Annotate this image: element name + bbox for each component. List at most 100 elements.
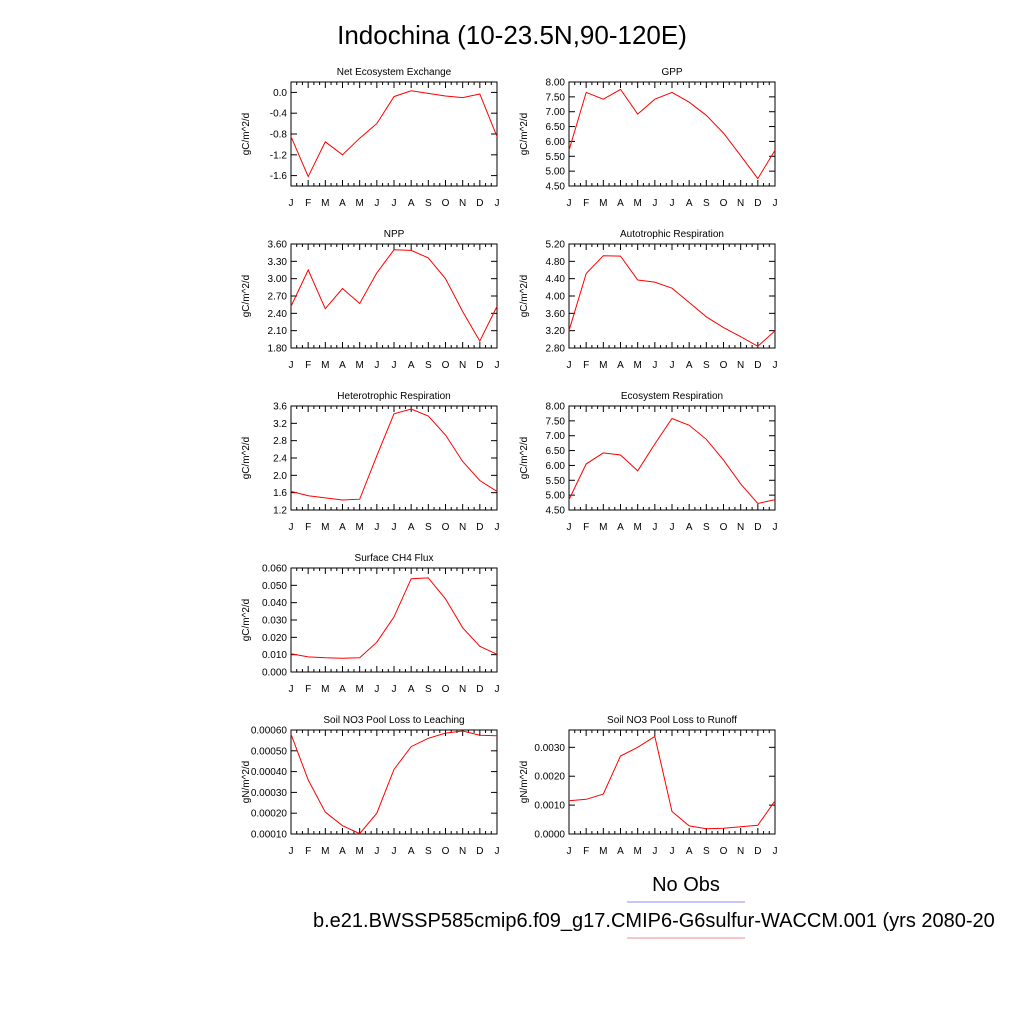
x-tick-label: F [305,360,311,371]
x-tick-label: J [652,522,657,533]
x-tick-label: N [737,846,744,857]
series-line [568,88,776,180]
y-tick-label: -1.6 [270,171,288,182]
x-tick-label: S [425,684,432,695]
y-tick-label: 6.50 [546,446,566,457]
x-tick-label: D [754,360,761,371]
x-tick-label: J [652,360,657,371]
y-tick-label: 0.030 [262,616,287,627]
x-tick-label: A [408,522,415,533]
panel-title: Autotrophic Respiration [620,229,724,240]
y-tick-label: 0.0020 [534,772,565,783]
series-line [290,730,498,835]
y-tick-label: 0.00060 [251,726,288,737]
x-tick-label: O [442,198,450,209]
x-tick-label: F [583,846,589,857]
panel-title: Surface CH4 Flux [355,553,434,564]
y-tick-label: 3.60 [546,309,566,320]
series-line [290,90,498,178]
x-tick-label: N [737,198,744,209]
x-tick-label: A [339,198,346,209]
x-tick-label: J [567,360,572,371]
x-tick-label: A [339,360,346,371]
x-tick-label: M [355,360,363,371]
x-tick-label: J [289,522,294,533]
y-tick-label: 5.00 [546,491,566,502]
x-tick-label: D [754,198,761,209]
y-axis-label: gN/m^2/d [519,761,530,804]
y-tick-label: 2.10 [268,326,288,337]
x-tick-label: A [408,684,415,695]
x-tick-label: F [305,684,311,695]
y-tick-label: 6.00 [546,137,566,148]
x-tick-label: J [392,684,397,695]
figure-title: Indochina (10-23.5N,90-120E) [337,20,687,50]
x-tick-label: N [459,522,466,533]
x-tick-label: J [392,522,397,533]
plot-frame [290,567,498,673]
y-tick-label: 5.50 [546,152,566,163]
y-tick-label: 5.00 [546,167,566,178]
x-tick-label: M [321,846,329,857]
x-tick-label: J [392,198,397,209]
x-tick-label: A [686,522,693,533]
y-tick-label: 0.0030 [534,743,565,754]
x-tick-label: J [289,360,294,371]
x-tick-label: F [583,360,589,371]
x-tick-label: S [703,198,710,209]
x-tick-label: J [773,360,778,371]
panel-title: Heterotrophic Respiration [337,391,450,402]
y-tick-label: 6.00 [546,461,566,472]
x-tick-label: S [703,846,710,857]
x-tick-label: M [355,684,363,695]
y-tick-label: 1.6 [273,488,287,499]
y-tick-label: 7.50 [546,92,566,103]
x-tick-label: J [670,360,675,371]
x-tick-label: F [305,198,311,209]
y-tick-label: 7.00 [546,107,566,118]
x-tick-label: A [686,198,693,209]
x-tick-label: A [408,360,415,371]
x-tick-label: J [670,846,675,857]
y-axis-label: gC/m^2/d [241,113,252,156]
x-tick-label: M [355,198,363,209]
x-tick-label: O [720,198,728,209]
y-axis-label: gC/m^2/d [519,275,530,318]
x-tick-label: A [617,846,624,857]
y-tick-label: 2.80 [546,344,566,355]
x-tick-label: M [633,522,641,533]
x-tick-label: J [773,198,778,209]
y-tick-label: 0.010 [262,650,287,661]
y-tick-label: 0.00030 [251,788,288,799]
x-tick-label: J [374,522,379,533]
x-tick-label: D [476,360,483,371]
x-tick-label: J [392,360,397,371]
x-tick-label: F [305,522,311,533]
x-tick-label: M [355,846,363,857]
plot-frame [568,729,776,835]
y-tick-label: -0.4 [270,109,288,120]
x-tick-label: J [374,684,379,695]
panel-title: NPP [384,229,405,240]
x-tick-label: J [652,198,657,209]
x-tick-label: M [599,522,607,533]
x-tick-label: J [567,522,572,533]
panel-title: Ecosystem Respiration [621,391,723,402]
y-tick-label: 3.6 [273,402,287,413]
y-tick-label: 5.50 [546,476,566,487]
x-tick-label: O [442,684,450,695]
x-tick-label: J [773,846,778,857]
legend-model-label: b.e21.BWSSP585cmip6.f09_g17.CMIP6-G6sulf… [313,910,995,932]
x-tick-label: M [321,522,329,533]
x-tick-label: A [339,846,346,857]
y-tick-label: 4.00 [546,292,566,303]
y-tick-label: -1.2 [270,150,288,161]
x-tick-label: J [289,846,294,857]
x-tick-label: N [459,360,466,371]
y-tick-label: 0.0010 [534,801,565,812]
